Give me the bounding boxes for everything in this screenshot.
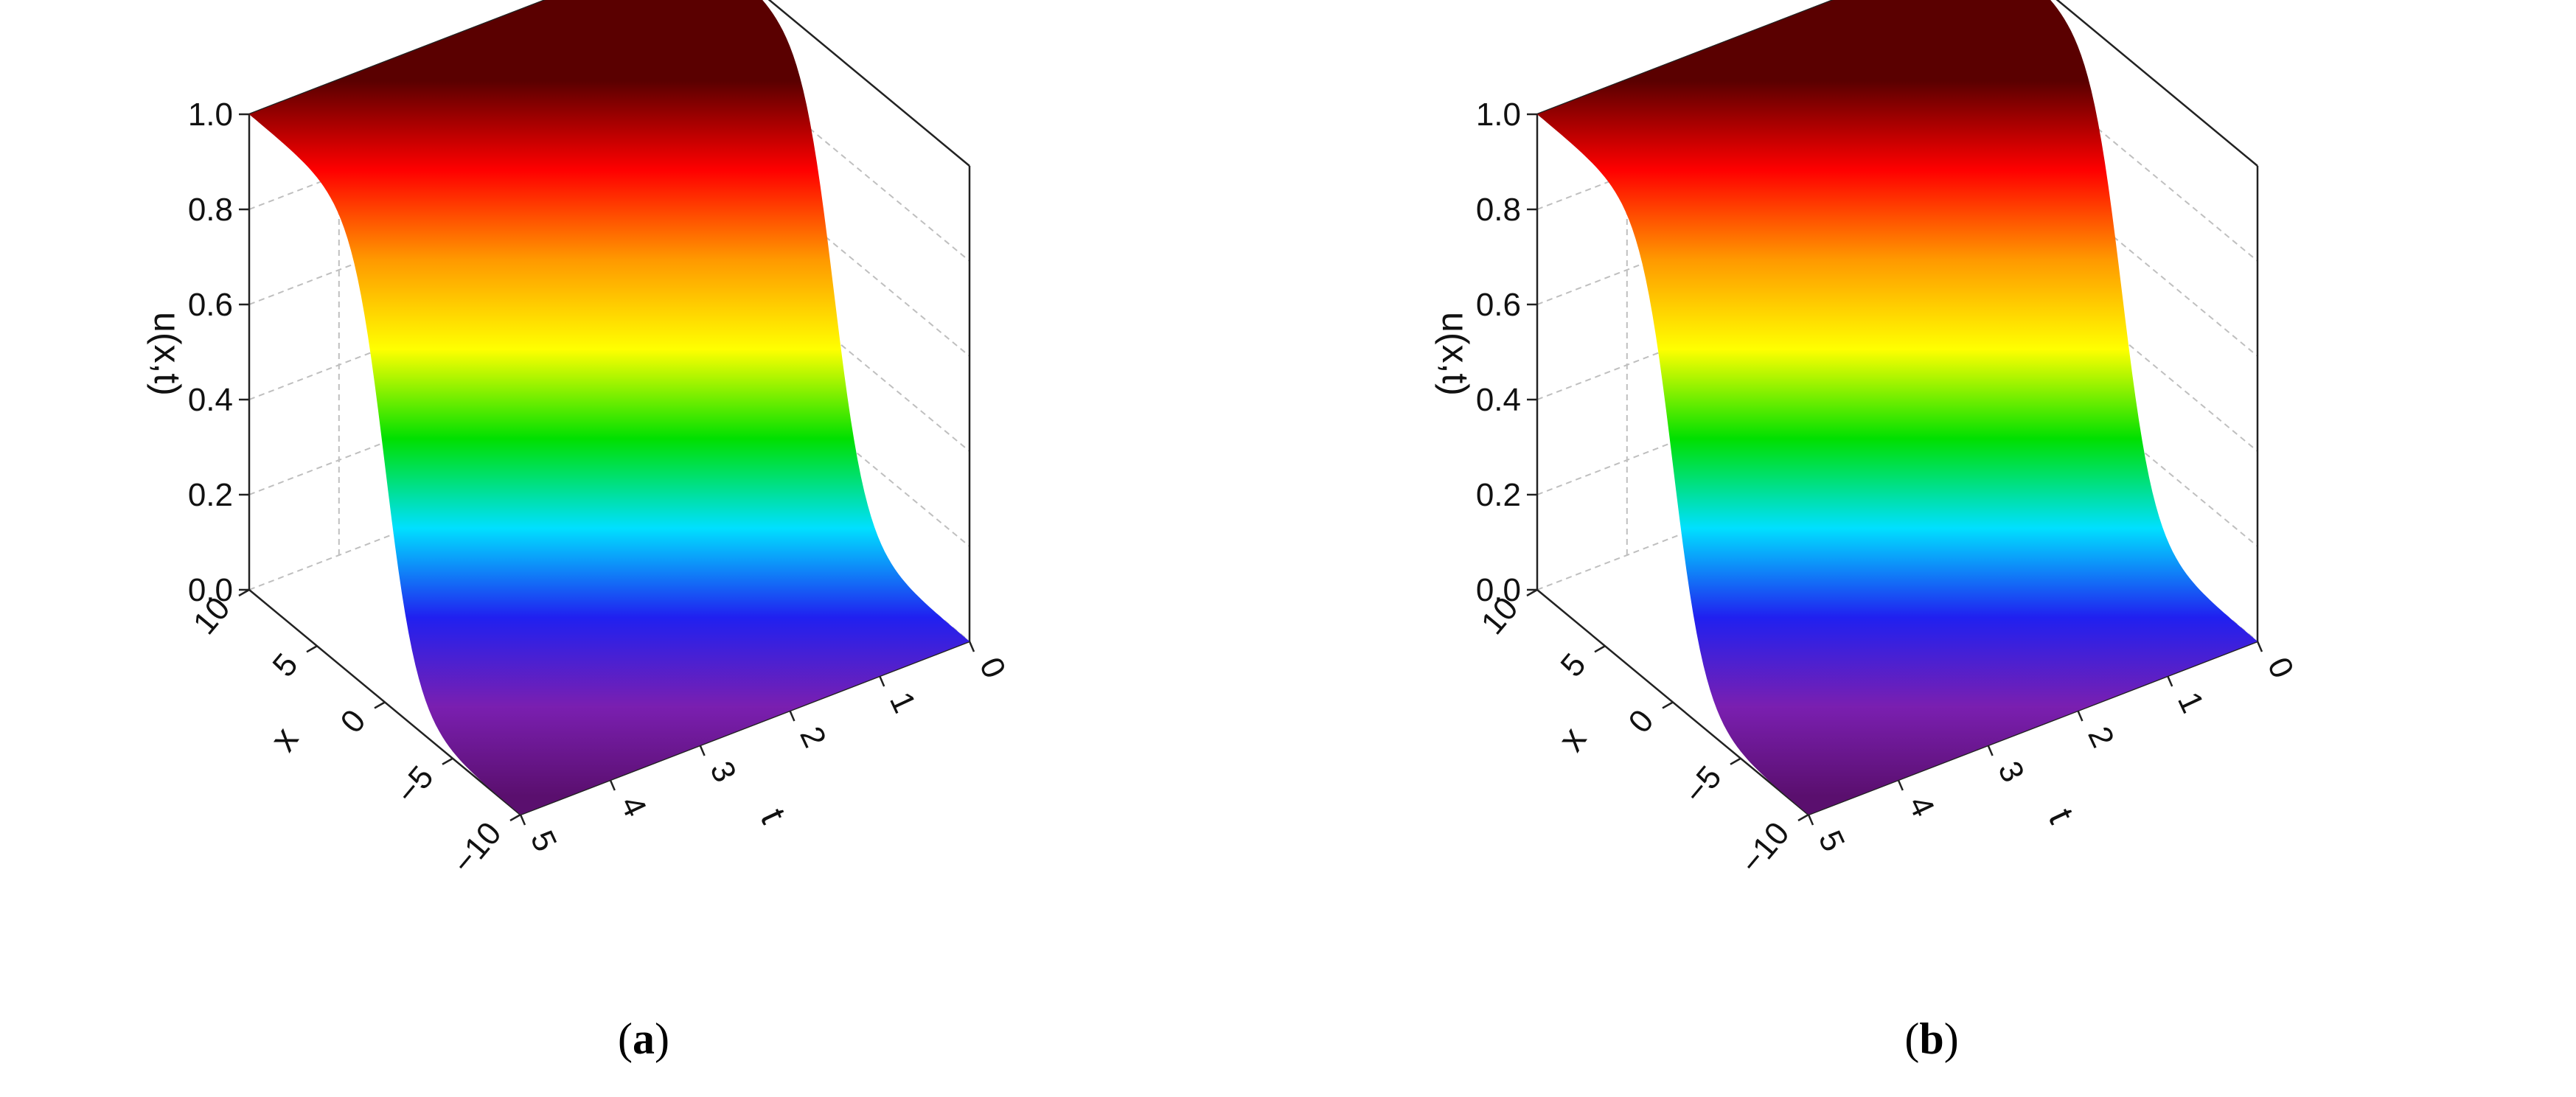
grid-line — [1985, 130, 2258, 357]
t-tick-label: 3 — [1991, 756, 2031, 787]
t-tick-label: 1 — [883, 686, 923, 718]
t-tick-mark — [879, 675, 885, 687]
t-tick-label: 4 — [1901, 790, 1942, 822]
x-tick-label: 0 — [1621, 703, 1660, 739]
x-tick-label: −10 — [1733, 815, 1797, 881]
x-tick-mark — [509, 813, 521, 822]
t-tick-label: 2 — [2081, 721, 2121, 753]
t-tick-mark — [609, 779, 616, 791]
t-tick-label: 0 — [972, 652, 1013, 683]
axis-line — [520, 640, 970, 816]
axis-line — [1536, 0, 1837, 116]
z-axis-label-b: u(x,t) — [1435, 312, 1476, 396]
z-tick-label: 0.0 — [1476, 572, 1521, 608]
z-axis-label-a: u(x,t) — [147, 312, 188, 396]
z-tick-label: 0.6 — [188, 287, 233, 323]
caption-a: (a) — [618, 1014, 669, 1063]
x-tick-mark — [1594, 645, 1606, 653]
x-tick-mark — [1730, 757, 1741, 765]
t-tick-mark — [2077, 710, 2084, 722]
z-tick-label: 0.0 — [188, 572, 233, 608]
t-axis-label-a: t — [753, 802, 795, 829]
t-tick-label: 5 — [1811, 825, 1852, 857]
z-tick-label: 0.4 — [188, 382, 233, 418]
t-tick-mark — [1987, 745, 1994, 756]
chart-panel-b: 0.0 0.2 0.4 0.6 0.8 1.0 10 5 0 −5 −10 0 1 2 3 4 5 u(x,t)… — [1288, 0, 2576, 1097]
axis-line — [767, 0, 970, 167]
x-tick-mark — [1662, 701, 1674, 709]
t-tick-label: 3 — [703, 756, 743, 787]
grid-line — [1985, 35, 2258, 262]
z-tick-label: 0.8 — [188, 192, 233, 228]
t-tick-mark — [1807, 814, 1814, 826]
t-tick-mark — [2256, 641, 2263, 652]
x-tick-mark — [1797, 813, 1809, 822]
surface-a — [249, 0, 970, 815]
caption-b: (b) — [1904, 1014, 1959, 1063]
x-tick-label: −10 — [445, 815, 509, 881]
x-tick-mark — [374, 701, 386, 709]
t-tick-mark — [1897, 779, 1904, 791]
x-tick-mark — [1526, 588, 1538, 597]
x-tick-label: −5 — [389, 759, 441, 811]
t-tick-mark — [699, 745, 706, 756]
z-tick-label: 1.0 — [1476, 97, 1521, 133]
x-tick-mark — [442, 757, 453, 765]
t-tick-label: 4 — [613, 790, 654, 822]
t-tick-label: 5 — [523, 825, 564, 857]
x-tick-mark — [238, 588, 250, 597]
x-tick-mark — [306, 645, 318, 653]
t-axis-label-b: t — [2041, 802, 2083, 829]
x-tick-label: 5 — [265, 647, 304, 683]
z-tick-label: 0.2 — [1476, 477, 1521, 513]
z-tick-label: 0.2 — [188, 477, 233, 513]
grid-line — [697, 35, 970, 262]
axis-line — [248, 0, 549, 116]
x-axis-label-b: x — [1550, 720, 1594, 759]
z-tick-label: 1.0 — [188, 97, 233, 133]
z-tick-label: 0.8 — [1476, 192, 1521, 228]
z-tick-label: 0.4 — [1476, 382, 1521, 418]
x-tick-label: −5 — [1677, 759, 1729, 811]
t-tick-mark — [968, 641, 975, 652]
t-tick-label: 1 — [2171, 686, 2211, 718]
surface-b — [1537, 0, 2258, 815]
axis-line — [1808, 640, 2258, 816]
grid-line — [697, 130, 970, 357]
x-tick-label: 5 — [1553, 647, 1592, 683]
axis-line — [2055, 0, 2258, 167]
t-tick-label: 2 — [793, 721, 833, 753]
t-tick-label: 0 — [2260, 652, 2301, 683]
t-tick-mark — [2167, 675, 2173, 687]
x-tick-label: 0 — [333, 703, 372, 739]
t-tick-mark — [789, 710, 796, 722]
z-tick-label: 0.6 — [1476, 287, 1521, 323]
chart-panel-a: 0.0 0.2 0.4 0.6 0.8 1.0 10 5 0 −5 −10 0 1 2 3 4 5 u(x,t)… — [147, 0, 1013, 1063]
x-axis-label-a: x — [262, 720, 306, 759]
t-tick-mark — [519, 814, 526, 826]
